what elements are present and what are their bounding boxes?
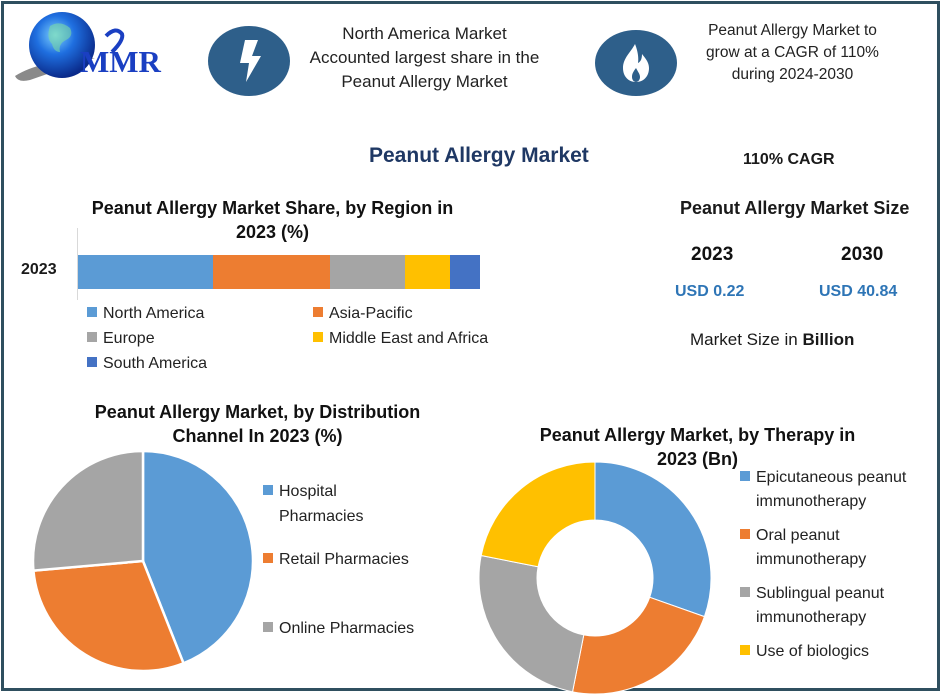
legend-asia-pacific: Asia-Pacific [313, 302, 413, 326]
callout-line: Peanut Allergy Market [341, 72, 508, 91]
legend-label: Pharmacies [279, 508, 364, 525]
callout-line: Peanut Allergy Market to [708, 22, 877, 39]
flame-icon [595, 30, 677, 96]
distribution-chart-title: Peanut Allergy Market, by Distribution C… [60, 400, 455, 448]
bar-segment-europe [330, 255, 406, 289]
year-2030: 2030 [841, 244, 884, 265]
legend-retail: Retail Pharmacies [263, 548, 409, 572]
callout-line: North America Market [342, 24, 507, 43]
legend-swatch [740, 645, 750, 655]
cagr-label: 110% CAGR [743, 151, 835, 168]
legend-label: Sublingual peanut [756, 585, 885, 602]
legend-online: Online Pharmacies [263, 617, 414, 641]
callout-line: Accounted largest share in the [309, 48, 540, 67]
title-line: 2023 (%) [235, 222, 310, 242]
legend-label: Retail Pharmacies [279, 551, 409, 568]
legend-epicutaneous: Epicutaneous peanut immunotherapy [740, 466, 906, 514]
legend-swatch [263, 485, 273, 495]
mmr-logo: MMR [10, 8, 190, 88]
callout-line: grow at a CAGR of 110% [706, 44, 879, 61]
legend-label: Use of biologics [756, 643, 869, 660]
callout-north-america: North America Market Accounted largest s… [292, 22, 557, 94]
legend-swatch [87, 332, 97, 342]
callout-line: during 2024-2030 [731, 66, 854, 83]
legend-label: Middle East and Africa [329, 330, 489, 347]
title-line: Peanut Allergy Market, by Therapy in [539, 425, 856, 445]
value-2030: USD 40.84 [819, 283, 898, 300]
unit-prefix: Market Size in [690, 330, 803, 349]
legend-hospital: Hospital Pharmacies [263, 479, 363, 529]
lightning-bolt-icon [208, 26, 290, 96]
legend-swatch [263, 553, 273, 563]
legend-south-america: South America [87, 352, 207, 376]
legend-swatch [313, 332, 323, 342]
stacked-bar [78, 255, 480, 289]
legend-swatch [87, 357, 97, 367]
svg-text:MMR: MMR [80, 44, 162, 79]
legend-oral: Oral peanut immunotherapy [740, 524, 866, 572]
legend-label: North America [103, 305, 205, 322]
legend-swatch [313, 307, 323, 317]
bar-axis-line [77, 228, 78, 300]
legend-swatch [87, 307, 97, 317]
legend-sublingual: Sublingual peanut immunotherapy [740, 582, 884, 630]
market-size-title: Peanut Allergy Market Size [680, 198, 910, 218]
legend-europe: Europe [87, 327, 155, 351]
legend-label: Oral peanut [756, 527, 840, 544]
page-title: Peanut Allergy Market [369, 144, 589, 167]
legend-label: immunotherapy [756, 551, 867, 568]
legend-swatch [740, 587, 750, 597]
bar-segment-south-america [450, 255, 480, 289]
region-chart-title: Peanut Allergy Market Share, by Region i… [60, 196, 485, 244]
flame-callout-icon-wrap [595, 30, 677, 96]
legend-label: immunotherapy [756, 609, 867, 626]
legend-label: Epicutaneous peanut [756, 469, 907, 486]
callout-cagr: Peanut Allergy Market to grow at a CAGR … [680, 20, 905, 86]
legend-label: Europe [103, 330, 155, 347]
legend-swatch [263, 622, 273, 632]
therapy-chart-title: Peanut Allergy Market, by Therapy in 202… [510, 423, 885, 471]
legend-label: immunotherapy [756, 493, 867, 510]
unit-bold: Billion [802, 330, 855, 349]
title-line: 2023 (Bn) [656, 449, 739, 469]
year-2023: 2023 [691, 244, 734, 265]
legend-mea: Middle East and Africa [313, 327, 488, 351]
value-2023: USD 0.22 [675, 283, 745, 300]
title-line: Peanut Allergy Market, by Distribution [94, 402, 421, 422]
title-line: Channel In 2023 (%) [172, 426, 343, 446]
bar-segment-middle-east-and-africa [405, 255, 451, 289]
legend-biologics: Use of biologics [740, 640, 869, 664]
legend-swatch [740, 471, 750, 481]
title-line: Peanut Allergy Market Share, by Region i… [91, 198, 454, 218]
market-size-unit: Market Size in Billion [690, 330, 854, 350]
legend-label: Online Pharmacies [279, 620, 415, 637]
bar-category-label: 2023 [21, 261, 57, 278]
lightning-callout-icon-wrap [208, 26, 290, 96]
legend-label: Asia-Pacific [329, 305, 413, 322]
legend-swatch [740, 529, 750, 539]
legend-label: Hospital [279, 483, 337, 500]
legend-north-america: North America [87, 302, 204, 326]
legend-label: South America [103, 355, 208, 372]
bar-segment-asia-pacific [212, 255, 331, 289]
globe-logo-icon: MMR [15, 12, 162, 81]
bar-segment-north-america [78, 255, 213, 289]
